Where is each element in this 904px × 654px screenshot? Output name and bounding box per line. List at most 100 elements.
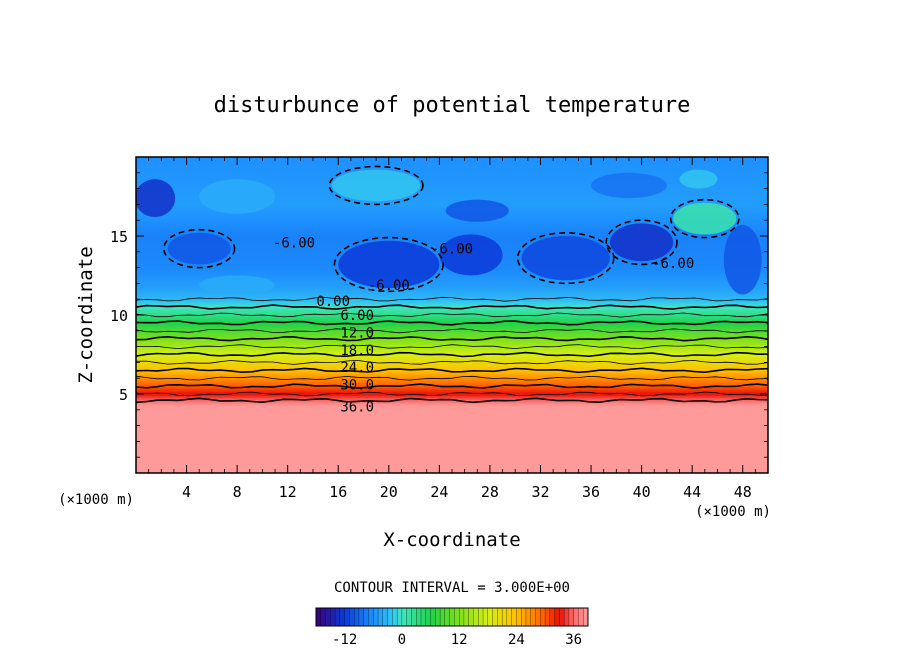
color-band: [136, 308, 768, 312]
color-band: [136, 227, 768, 231]
color-band: [136, 314, 768, 318]
color-band: [136, 200, 768, 203]
color-band: [136, 186, 768, 189]
colorbar-tick-label: -12: [332, 632, 357, 648]
contour-line: [136, 335, 768, 342]
color-band: [136, 229, 768, 233]
color-band: [136, 346, 768, 349]
color-band: [136, 393, 768, 397]
color-band: [136, 427, 768, 430]
colorbar-cell: [468, 607, 474, 627]
colorbar-cell: [540, 607, 546, 627]
anomaly-patch: [439, 234, 503, 276]
color-band: [136, 235, 768, 239]
color-band: [136, 366, 768, 369]
color-band: [136, 233, 768, 237]
color-band: [136, 223, 768, 227]
colorbar-cell: [373, 607, 379, 627]
color-band: [136, 192, 768, 195]
colorbar-cell: [554, 607, 560, 627]
y-axis-ticks: 5 10 15: [110, 172, 768, 458]
color-band: [136, 294, 768, 298]
anomaly-patch: [673, 202, 737, 235]
contour-label: 12.0: [340, 325, 374, 341]
color-band: [136, 379, 768, 383]
color-band: [136, 458, 768, 462]
colorbar-cell: [363, 607, 369, 627]
color-band: [136, 377, 768, 381]
contour-line: [136, 320, 768, 326]
colorbar-cell: [315, 607, 322, 627]
color-band: [136, 373, 768, 377]
color-band: [136, 184, 768, 187]
colorbar-cell: [425, 607, 431, 627]
color-band: [136, 330, 768, 334]
color-band: [136, 190, 768, 193]
color-band: [136, 425, 768, 428]
color-band: [136, 449, 768, 452]
color-band: [136, 441, 768, 444]
colorbar-frame: [315, 607, 589, 627]
colorbar: -12 0 12 24 36: [315, 607, 589, 648]
color-band: [136, 381, 768, 385]
color-band: [136, 352, 768, 355]
color-band: [136, 456, 768, 460]
color-band: [136, 304, 768, 308]
x-tick-label: 8: [233, 483, 242, 501]
x-unit-label-left: (×1000 m): [58, 492, 134, 508]
contour-line: [136, 375, 768, 381]
color-band: [136, 292, 768, 296]
colorbar-tick-label: 0: [398, 632, 406, 648]
anomaly-patch: [338, 240, 440, 289]
color-band: [136, 279, 768, 282]
contour-negative: [605, 219, 678, 266]
contour-negative: [328, 165, 424, 206]
anomaly-patch: [445, 199, 509, 222]
colorbar-cell: [497, 607, 503, 627]
x-axis-ticks: 4 8 12 16 20 24 28 32 36 40 44 48: [148, 157, 756, 501]
colorbar-cell: [435, 607, 441, 627]
color-band: [136, 399, 768, 403]
y-tick-label: 5: [119, 386, 128, 404]
color-band: [136, 194, 768, 197]
contour-label: 24.0: [340, 360, 374, 376]
y-tick-label: 15: [110, 228, 128, 246]
color-band: [136, 362, 768, 365]
x-tick-label: 36: [582, 483, 600, 501]
anomaly-patch: [610, 223, 674, 262]
color-band: [136, 348, 768, 351]
x-tick-label: 32: [531, 483, 549, 501]
color-band: [136, 320, 768, 324]
colorbar-cell: [492, 607, 498, 627]
color-band: [136, 324, 768, 328]
color-band: [136, 289, 768, 292]
color-band: [136, 188, 768, 191]
x-tick-label: 44: [683, 483, 701, 501]
color-band: [136, 318, 768, 322]
contour-line: [136, 383, 768, 389]
color-band: [136, 350, 768, 353]
color-band: [136, 403, 768, 407]
colorbar-cell: [320, 607, 326, 627]
colorbar-cell: [420, 607, 427, 627]
x-tick-label: 40: [633, 483, 651, 501]
colorbar-cell: [439, 607, 446, 627]
color-band: [136, 344, 768, 347]
colorbar-cell: [459, 607, 465, 627]
colorbar-cell: [463, 607, 470, 627]
color-band: [136, 423, 768, 426]
colorbar-cell: [563, 607, 570, 627]
color-band: [136, 375, 768, 379]
contour-label: -6.00: [368, 278, 410, 294]
anomaly-patch: [199, 275, 276, 295]
color-band: [136, 285, 768, 288]
contour-line: [136, 312, 768, 318]
colorbar-cell: [382, 607, 389, 627]
color-band: [136, 429, 768, 432]
x-tick-label: 12: [279, 483, 297, 501]
color-band: [136, 334, 768, 338]
contour-label: 6.00: [340, 308, 374, 324]
colorbar-cell: [568, 607, 575, 627]
contour-line: [136, 359, 768, 365]
